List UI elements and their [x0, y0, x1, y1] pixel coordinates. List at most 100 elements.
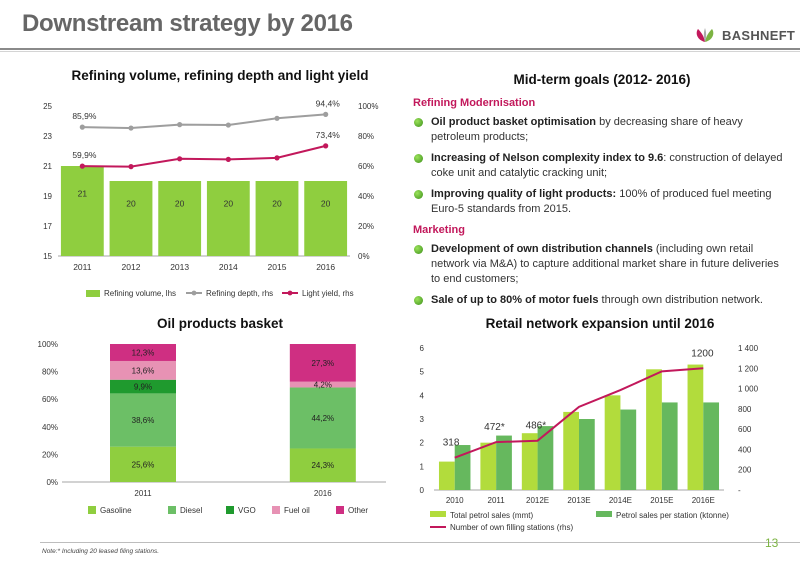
bar	[703, 402, 720, 490]
y-tick-label: 20%	[42, 450, 58, 459]
goal-item: Development of own distribution channels…	[413, 242, 791, 287]
y-right-tick-label: -	[738, 486, 741, 495]
line-point	[274, 155, 280, 161]
bar	[661, 402, 678, 490]
line-point-label: 73,4%	[316, 130, 341, 140]
line-point	[177, 122, 183, 128]
x-tick-label: 2015	[268, 262, 287, 272]
bar	[158, 181, 202, 256]
y-right-tick-label: 600	[738, 425, 752, 434]
bullet-icon	[414, 190, 423, 199]
bar	[438, 461, 455, 490]
stacked-bar-segment	[110, 446, 176, 482]
bar	[521, 433, 538, 490]
goal-item: Improving quality of light products: 100…	[413, 187, 791, 217]
bar	[255, 181, 299, 256]
leaf-logo-icon	[696, 28, 714, 42]
page-title: Downstream strategy by 2016	[22, 10, 353, 37]
legend-swatch	[86, 290, 100, 297]
section-heading-refining: Refining Modernisation	[413, 97, 536, 109]
y-left-tick-label: 21	[43, 162, 52, 171]
line-point	[128, 164, 134, 170]
bar-value-label: 20	[126, 199, 136, 209]
bar-value-label: 21	[78, 189, 88, 199]
x-tick-label: 2011	[73, 262, 92, 272]
y-right-tick-label: 40%	[358, 192, 374, 201]
legend-swatch	[168, 506, 176, 514]
goal-bold: Oil product basket optimisation	[431, 116, 597, 128]
header-divider-thin	[0, 51, 800, 52]
bullet-icon	[414, 118, 423, 127]
y-tick-label: 80%	[42, 368, 58, 377]
x-tick-label: 2013	[170, 262, 189, 272]
refining-chart-title: Refining volume, refining depth and ligh…	[71, 68, 369, 83]
line-point	[128, 125, 134, 131]
y-left-tick-label: 2	[420, 439, 425, 448]
legend-label: Gasoline	[100, 506, 132, 515]
stacked-bar-segment	[110, 393, 176, 447]
legend-label: Other	[348, 506, 368, 515]
line-point-label: 94,4%	[316, 98, 341, 108]
header-divider	[0, 48, 800, 50]
y-right-tick-label: 80%	[358, 132, 374, 141]
x-tick-label: 2012E	[526, 496, 549, 505]
y-tick-label: 100%	[38, 340, 58, 349]
legend-label: Petrol sales per station (ktonne)	[616, 511, 729, 520]
y-left-tick-label: 5	[420, 368, 425, 377]
x-tick-label: 2014E	[609, 496, 632, 505]
segment-value-label: 9,9%	[134, 383, 152, 392]
x-tick-label: 2016	[316, 262, 335, 272]
stacked-bar-segment	[289, 381, 356, 388]
x-tick-label: 2014	[219, 262, 238, 272]
segment-value-label: 44,2%	[311, 414, 334, 423]
legend-label: Diesel	[180, 506, 202, 515]
y-right-tick-label: 60%	[358, 162, 374, 171]
goal-text: by decreasing share of heavy petroleum p…	[431, 116, 743, 143]
bar	[496, 435, 512, 490]
stacked-bar-segment	[110, 360, 176, 380]
y-tick-label: 40%	[42, 423, 58, 432]
line-point-label: 85,9%	[72, 111, 97, 121]
y-left-tick-label: 0	[420, 486, 425, 495]
segment-value-label: 4,2%	[314, 381, 332, 390]
y-left-tick-label: 25	[43, 102, 52, 111]
segment-value-label: 38,6%	[132, 416, 155, 425]
x-tick-label: 2011	[488, 496, 506, 505]
goal-item: Oil product basket optimisation by decre…	[413, 115, 791, 145]
page-number: 13	[765, 536, 779, 550]
goal-text: through own distribution network.	[598, 294, 763, 306]
y-right-tick-label: 0%	[358, 252, 370, 261]
x-tick-label: 2010	[446, 496, 464, 505]
section-heading-marketing: Marketing	[413, 224, 465, 236]
retail-chart: 0 1 2 3 4 5 6 - 200 400 600 800 1 000 1 200 1 400 2010 2…	[420, 344, 759, 532]
legend-label: Total petrol sales (mmt)	[450, 511, 533, 520]
x-tick-label: 2013E	[567, 496, 590, 505]
bar	[480, 442, 497, 490]
line-point-label: 59,9%	[72, 150, 97, 160]
legend-swatch	[430, 511, 446, 517]
y-left-tick-label: 4	[420, 391, 425, 400]
goals-panel: Refining Modernisation Oil product baske…	[413, 96, 791, 314]
legend-marker	[287, 290, 293, 296]
line-point	[323, 143, 329, 149]
line-point	[79, 163, 85, 169]
line-point-label: 472*	[484, 422, 505, 433]
stacked-bar-segment	[289, 344, 356, 382]
y-right-tick-label: 800	[738, 405, 752, 414]
goal-bold: Improving quality of light products:	[431, 188, 617, 200]
segment-value-label: 13,6%	[132, 366, 155, 375]
y-left-tick-label: 23	[43, 132, 52, 141]
legend-label: Refining volume, lhs	[104, 289, 176, 298]
x-tick-label: 2016E	[692, 496, 715, 505]
bar	[687, 364, 704, 490]
segment-value-label: 24,3%	[311, 461, 334, 470]
series-line	[82, 113, 326, 130]
x-tick-label: 2015E	[650, 496, 673, 505]
legend-swatch	[272, 506, 280, 514]
y-right-tick-label: 100%	[358, 102, 378, 111]
company-logo: BASHNEFT	[694, 27, 795, 43]
goal-item: Sale of up to 80% of motor fuels through…	[413, 293, 791, 308]
y-left-tick-label: 6	[420, 344, 425, 353]
line-point-label: 486*	[526, 421, 547, 432]
goal-bold: Development of own distribution channels	[431, 243, 653, 255]
